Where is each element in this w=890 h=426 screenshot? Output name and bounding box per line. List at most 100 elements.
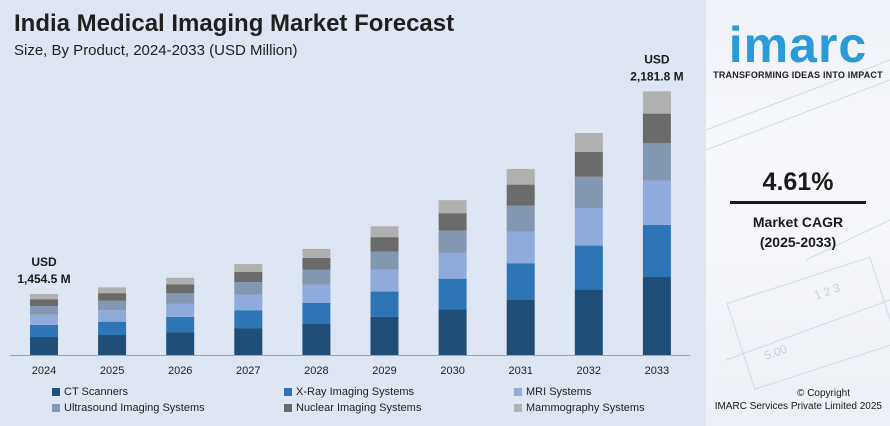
bar-segment-2028-3 bbox=[302, 269, 331, 285]
bar-segment-2024-2 bbox=[30, 314, 58, 325]
legend-label: Ultrasound Imaging Systems bbox=[64, 402, 205, 414]
bar-segment-2027-0 bbox=[234, 328, 263, 355]
bar-segment-2030-3 bbox=[438, 230, 467, 253]
stacked-bar-chart: 2024 2025 2026 2027 2028 2029 2030 2031 2032 2033… bbox=[10, 52, 690, 377]
legend-swatch bbox=[52, 404, 60, 412]
annotation-currency: USD bbox=[644, 52, 670, 66]
cagr-period: (2025-2033) bbox=[759, 234, 837, 250]
bar-segment-2033-5 bbox=[642, 91, 671, 114]
bar-segment-2026-2 bbox=[166, 303, 195, 317]
bar-segment-2030-1 bbox=[438, 278, 467, 310]
legend-item: Nuclear Imaging Systems bbox=[284, 402, 421, 414]
copyright-notice: © Copyright IMARC Services Private Limit… bbox=[706, 387, 890, 413]
bar-segment-2029-5 bbox=[370, 226, 399, 238]
bar-segment-2033-1 bbox=[642, 225, 671, 278]
bar-segment-2024-3 bbox=[30, 306, 58, 315]
bar-segment-2032-2 bbox=[574, 208, 603, 246]
legend-label: MRI Systems bbox=[526, 386, 592, 398]
bar-segment-2028-1 bbox=[302, 302, 331, 324]
copyright-line-1: © Copyright bbox=[797, 388, 850, 399]
bar-segment-2028-4 bbox=[302, 257, 331, 270]
bar-segment-2032-5 bbox=[574, 132, 603, 152]
bar-segment-2024-4 bbox=[30, 299, 58, 307]
x-tick-label: 2033 bbox=[645, 365, 669, 377]
legend-label: Nuclear Imaging Systems bbox=[296, 402, 422, 414]
bar-segment-2028-2 bbox=[302, 284, 331, 303]
bar-segment-2030-4 bbox=[438, 213, 467, 231]
legend-swatch bbox=[284, 388, 292, 396]
bar-segment-2031-3 bbox=[506, 205, 535, 232]
bar-segment-2031-4 bbox=[506, 184, 535, 206]
bar-segment-2024-5 bbox=[30, 294, 58, 300]
x-tick-label: 2032 bbox=[577, 365, 601, 377]
bar-segment-2029-0 bbox=[370, 316, 399, 355]
bar-segment-2024-1 bbox=[30, 324, 58, 338]
copyright-line-2: IMARC Services Private Limited 2025 bbox=[714, 401, 882, 412]
legend-item: Ultrasound Imaging Systems bbox=[52, 402, 205, 414]
bar-segment-2029-3 bbox=[370, 251, 399, 270]
x-tick-label: 2028 bbox=[304, 365, 328, 377]
bar-segment-2025-0 bbox=[98, 335, 127, 355]
bar-segment-2033-4 bbox=[642, 113, 671, 144]
bar-segment-2029-1 bbox=[370, 291, 399, 317]
cagr-label: Market CAGR bbox=[752, 214, 844, 230]
brand-tagline: TRANSFORMING IDEAS INTO IMPACT bbox=[713, 70, 883, 80]
bar-segment-2025-5 bbox=[98, 287, 127, 294]
x-tick-label: 2029 bbox=[372, 365, 396, 377]
bar-segment-2026-5 bbox=[166, 277, 195, 285]
legend-item: X-Ray Imaging Systems bbox=[284, 386, 414, 398]
brand-side-panel: 1 2 3 5.00 imarc TRANSFORMING IDEAS INTO… bbox=[706, 0, 890, 426]
legend-swatch bbox=[52, 388, 60, 396]
bar-segment-2025-1 bbox=[98, 321, 127, 336]
bar-segment-2025-4 bbox=[98, 293, 127, 301]
bar-segment-2026-0 bbox=[166, 332, 195, 355]
legend-swatch bbox=[514, 404, 522, 412]
legend-label: CT Scanners bbox=[64, 386, 128, 398]
chart-title: India Medical Imaging Market Forecast bbox=[14, 10, 455, 37]
x-tick-label: 2027 bbox=[236, 365, 260, 377]
bar-segment-2025-3 bbox=[98, 300, 127, 311]
annotation-currency: USD bbox=[31, 255, 57, 269]
legend-label: Mammography Systems bbox=[526, 402, 645, 414]
bar-segment-2030-0 bbox=[438, 309, 467, 355]
bar-segment-2027-2 bbox=[234, 294, 263, 311]
x-tick-label: 2026 bbox=[168, 365, 192, 377]
bar-segment-2027-4 bbox=[234, 271, 263, 283]
bar-segment-2029-2 bbox=[370, 269, 399, 292]
bar-segment-2026-1 bbox=[166, 316, 195, 333]
bar-segment-2033-2 bbox=[642, 180, 671, 226]
cagr-divider bbox=[730, 201, 866, 204]
bar-segment-2026-4 bbox=[166, 284, 195, 294]
bar-segment-2030-2 bbox=[438, 252, 467, 279]
bar-segment-2028-0 bbox=[302, 323, 331, 355]
bar-segment-2025-2 bbox=[98, 310, 127, 322]
legend-item: MRI Systems bbox=[514, 386, 591, 398]
bar-segment-2033-3 bbox=[642, 143, 671, 181]
x-tick-label: 2024 bbox=[32, 365, 56, 377]
bar-segment-2032-1 bbox=[574, 245, 603, 290]
legend-swatch bbox=[514, 388, 522, 396]
legend-item: Mammography Systems bbox=[514, 402, 645, 414]
background-decoration: 1 2 3 5.00 bbox=[706, 59, 890, 390]
x-tick-label: 2030 bbox=[440, 365, 464, 377]
bar-segment-2031-0 bbox=[506, 299, 535, 355]
bar-segment-2027-3 bbox=[234, 282, 263, 295]
legend-label: X-Ray Imaging Systems bbox=[296, 386, 414, 398]
bar-segment-2033-0 bbox=[642, 277, 671, 355]
bar-segment-2029-4 bbox=[370, 237, 399, 252]
chart-subtitle: Size, By Product, 2024-2033 (USD Million… bbox=[14, 42, 298, 59]
legend-swatch bbox=[284, 404, 292, 412]
cagr-value: 4.61% bbox=[762, 168, 834, 196]
legend-item: CT Scanners bbox=[52, 386, 128, 398]
bar-segment-2031-1 bbox=[506, 263, 535, 300]
bar-segment-2032-3 bbox=[574, 176, 603, 209]
bar-segment-2028-5 bbox=[302, 248, 331, 258]
bar-segment-2031-2 bbox=[506, 231, 535, 264]
x-tick-label: 2031 bbox=[508, 365, 532, 377]
bar-segment-2030-5 bbox=[438, 200, 467, 214]
bar-segment-2027-1 bbox=[234, 310, 263, 329]
annotation-value: 2,181.8 M bbox=[630, 69, 683, 83]
bar-segment-2032-0 bbox=[574, 289, 603, 355]
annotation-value: 1,454.5 M bbox=[17, 272, 70, 286]
